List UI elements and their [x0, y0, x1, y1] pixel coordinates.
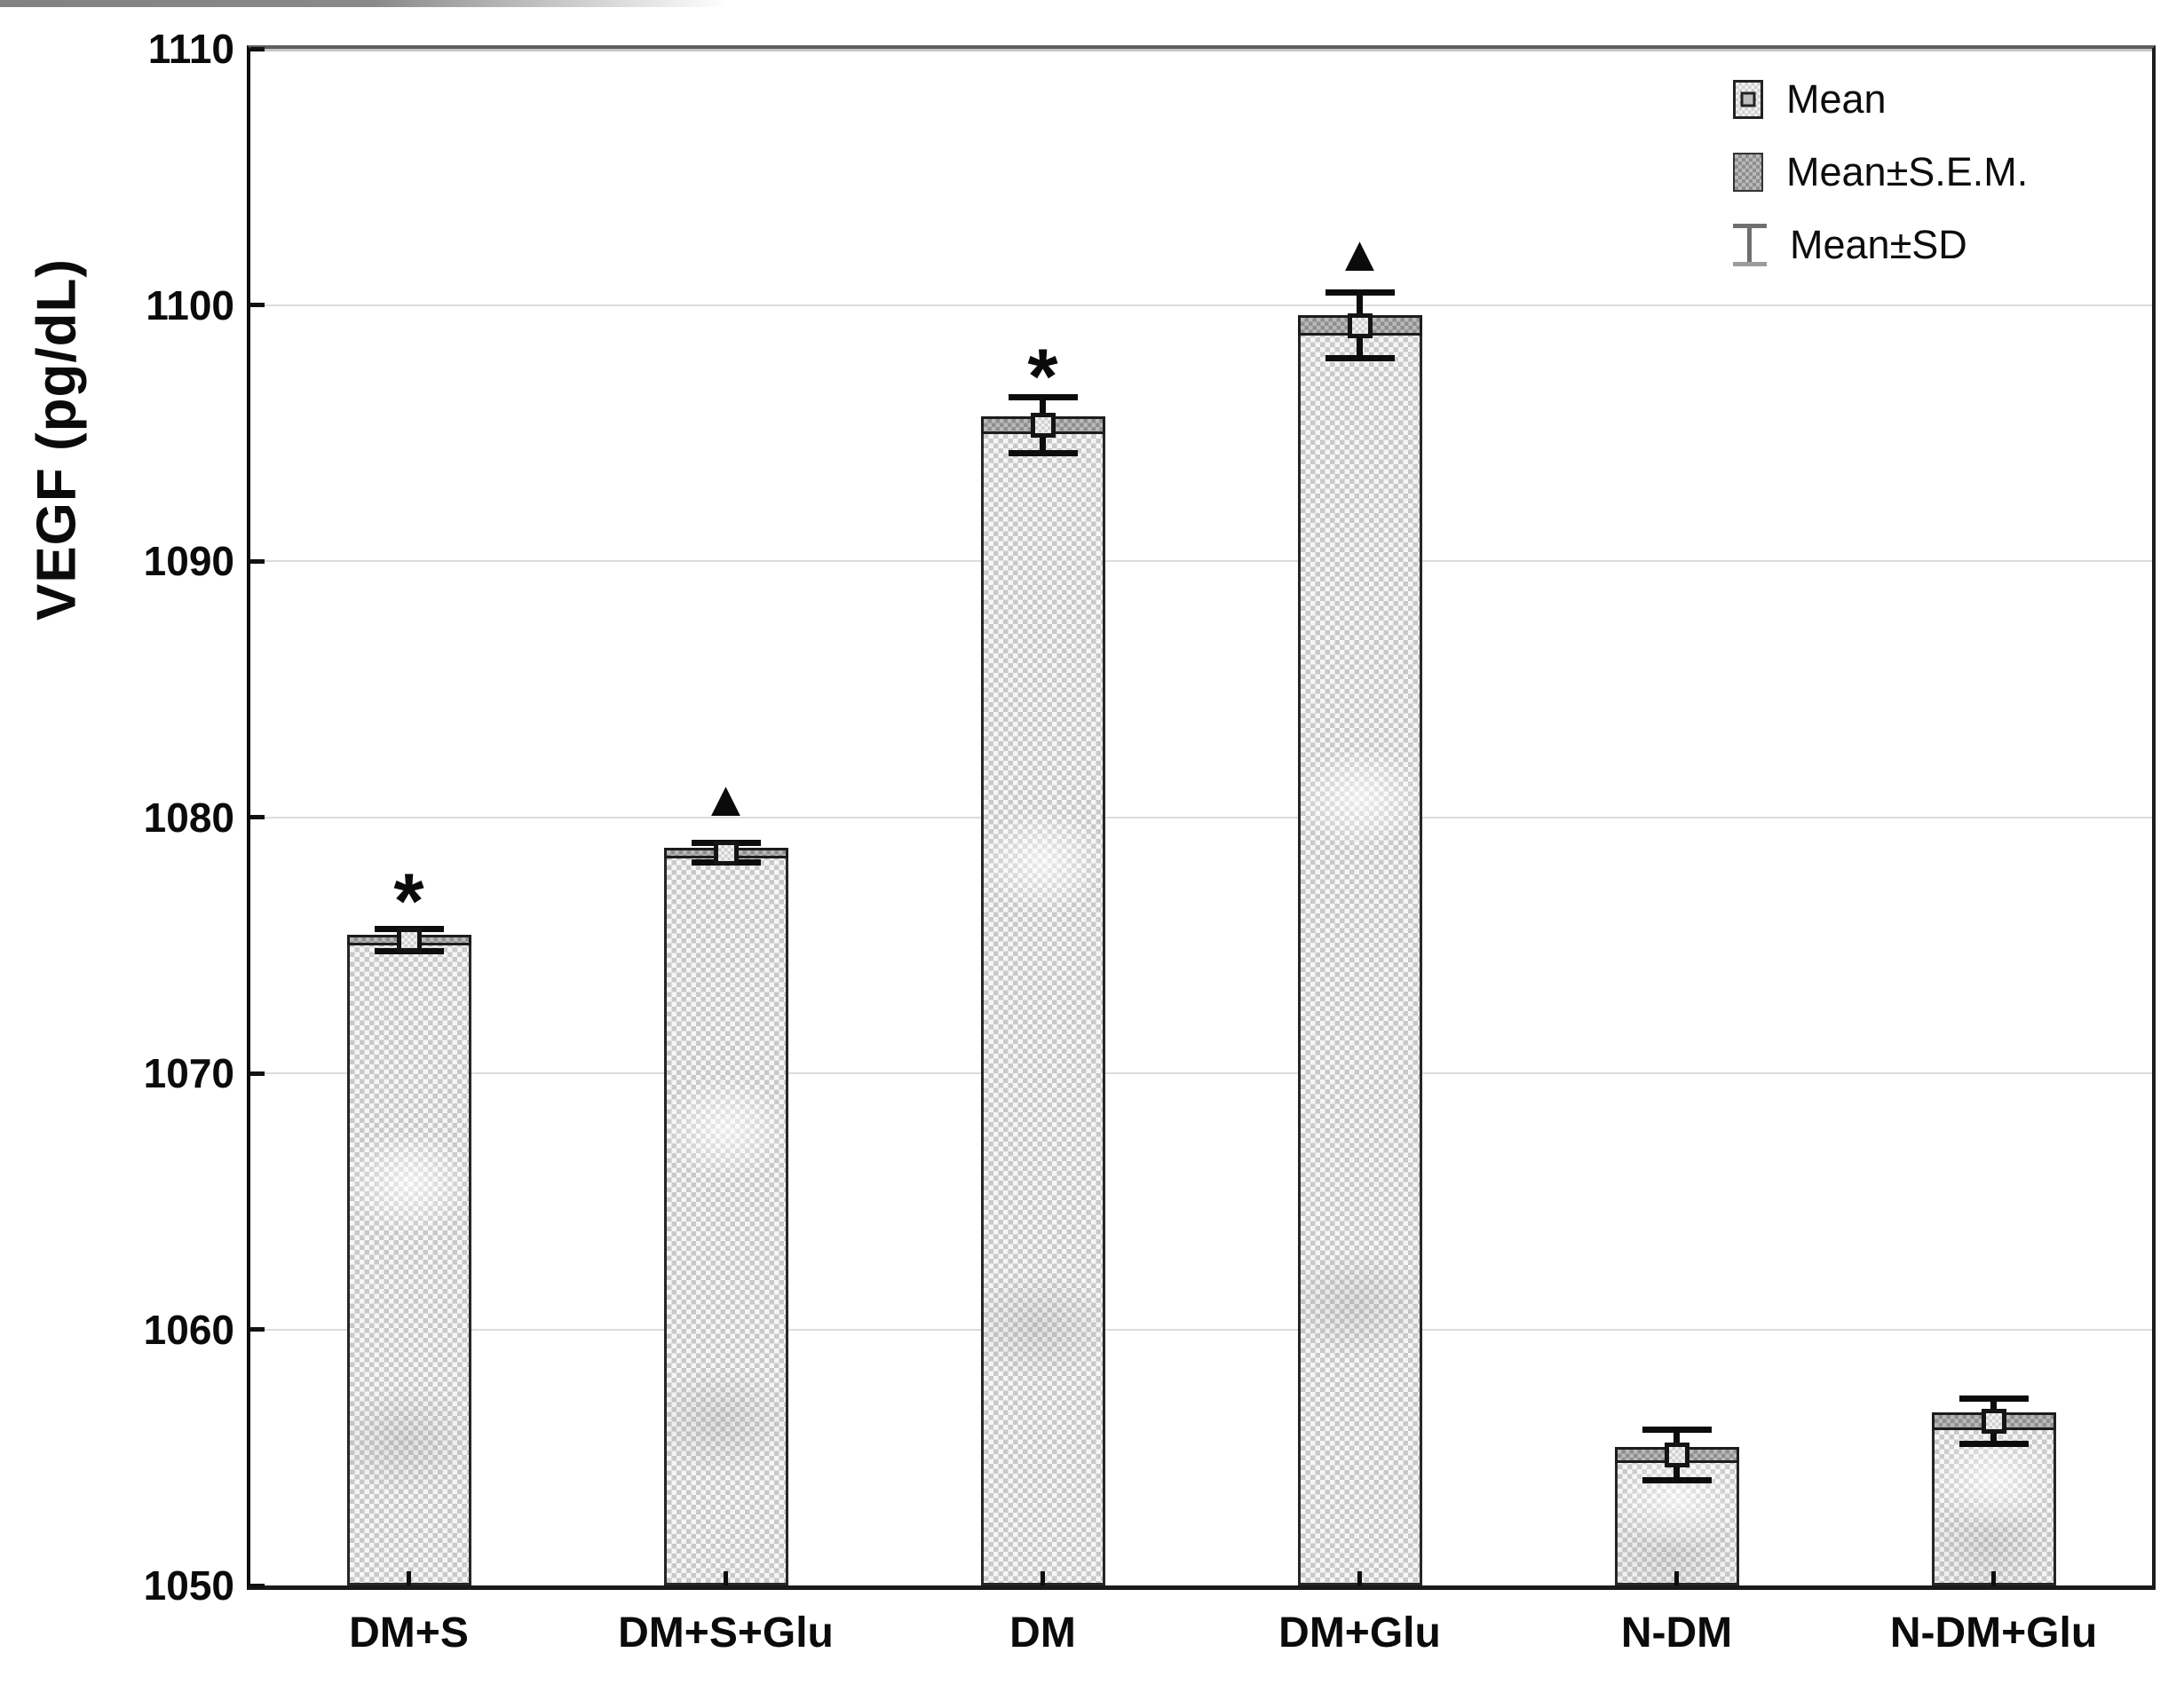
bar-DM — [980, 415, 1105, 1585]
mean-marker — [1030, 413, 1056, 439]
significance-triangle: ▲ — [700, 771, 751, 827]
sd-whisker-cap-top — [1958, 1396, 2029, 1403]
x-axis-tick — [724, 1571, 728, 1585]
gridline — [250, 1328, 2152, 1331]
sem-box-swatch-icon — [1733, 153, 1763, 192]
gridline — [250, 1072, 2152, 1074]
legend-item-sd: Mean±SD — [1733, 222, 2028, 268]
legend-item-mean: Mean — [1733, 76, 2028, 123]
mean-marker — [1664, 1442, 1689, 1467]
sd-ibeam-swatch-icon — [1733, 224, 1767, 266]
x-axis-tick — [1991, 1571, 1996, 1585]
x-category-label: N-DM+Glu — [1889, 1609, 2098, 1656]
bar-N-DM — [1614, 1447, 1739, 1585]
y-tick-label: 1080 — [143, 794, 234, 841]
x-axis-tick — [1357, 1571, 1362, 1585]
legend-item-sem: Mean±S.E.M. — [1733, 149, 2028, 195]
bar-DM+S — [346, 935, 471, 1585]
y-tick-label: 1050 — [143, 1562, 234, 1609]
y-axis-tick — [250, 1071, 265, 1076]
y-tick-label: 1090 — [143, 538, 234, 584]
sd-whisker-cap-bottom — [1958, 1441, 2029, 1448]
sd-whisker-cap-bottom — [1008, 449, 1078, 456]
gridline — [250, 304, 2152, 306]
y-axis-tick — [250, 46, 265, 51]
y-axis-tick — [250, 815, 265, 819]
sd-whisker-cap-top — [1008, 394, 1078, 401]
significance-asterisk: * — [1027, 331, 1058, 420]
gridline — [250, 560, 2152, 562]
y-tick-label: 1100 — [146, 281, 234, 328]
mean-marker — [713, 840, 739, 866]
legend: Mean Mean±S.E.M. Mean±SD — [1733, 76, 2028, 268]
sd-whisker-cap-bottom — [1642, 1476, 1712, 1483]
y-axis-tick — [250, 303, 265, 307]
bar-DM+Glu — [1297, 315, 1422, 1585]
mean-marker — [1981, 1409, 2006, 1435]
y-tick-label: 1070 — [143, 1050, 234, 1096]
bar-DM+S+Glu — [663, 848, 788, 1585]
gridline — [250, 816, 2152, 818]
sd-whisker-cap-top — [1642, 1427, 1712, 1433]
sd-whisker-cap-top — [1325, 289, 1395, 296]
mean-marker — [396, 927, 422, 953]
x-axis-tick — [1041, 1571, 1045, 1585]
scan-edge-artifact — [0, 0, 2184, 7]
mean-marker-swatch-icon — [1733, 80, 1763, 119]
legend-label: Mean±S.E.M. — [1786, 149, 2029, 194]
legend-label: Mean — [1786, 76, 1887, 122]
x-category-label: DM+S+Glu — [618, 1609, 834, 1656]
significance-triangle: ▲ — [1334, 225, 1385, 281]
y-axis-tick — [250, 558, 265, 564]
x-axis-tick — [407, 1571, 411, 1585]
y-tick-label: 1060 — [143, 1306, 234, 1353]
y-axis-tick — [250, 1583, 265, 1588]
x-category-label: DM+Glu — [1278, 1609, 1441, 1656]
sd-whisker-cap-bottom — [1325, 355, 1395, 362]
y-axis-tick — [250, 1327, 265, 1332]
mean-marker — [1347, 312, 1373, 338]
x-axis-tick — [1674, 1571, 1679, 1585]
significance-asterisk: * — [393, 857, 424, 945]
x-category-label: N-DM — [1620, 1609, 1733, 1656]
x-category-label: DM — [1009, 1609, 1076, 1656]
mean-marker-inner-icon — [1740, 91, 1756, 107]
legend-label: Mean±SD — [1790, 222, 1967, 267]
y-tick-label: 1110 — [147, 26, 234, 72]
x-category-label: DM+S — [349, 1609, 469, 1656]
